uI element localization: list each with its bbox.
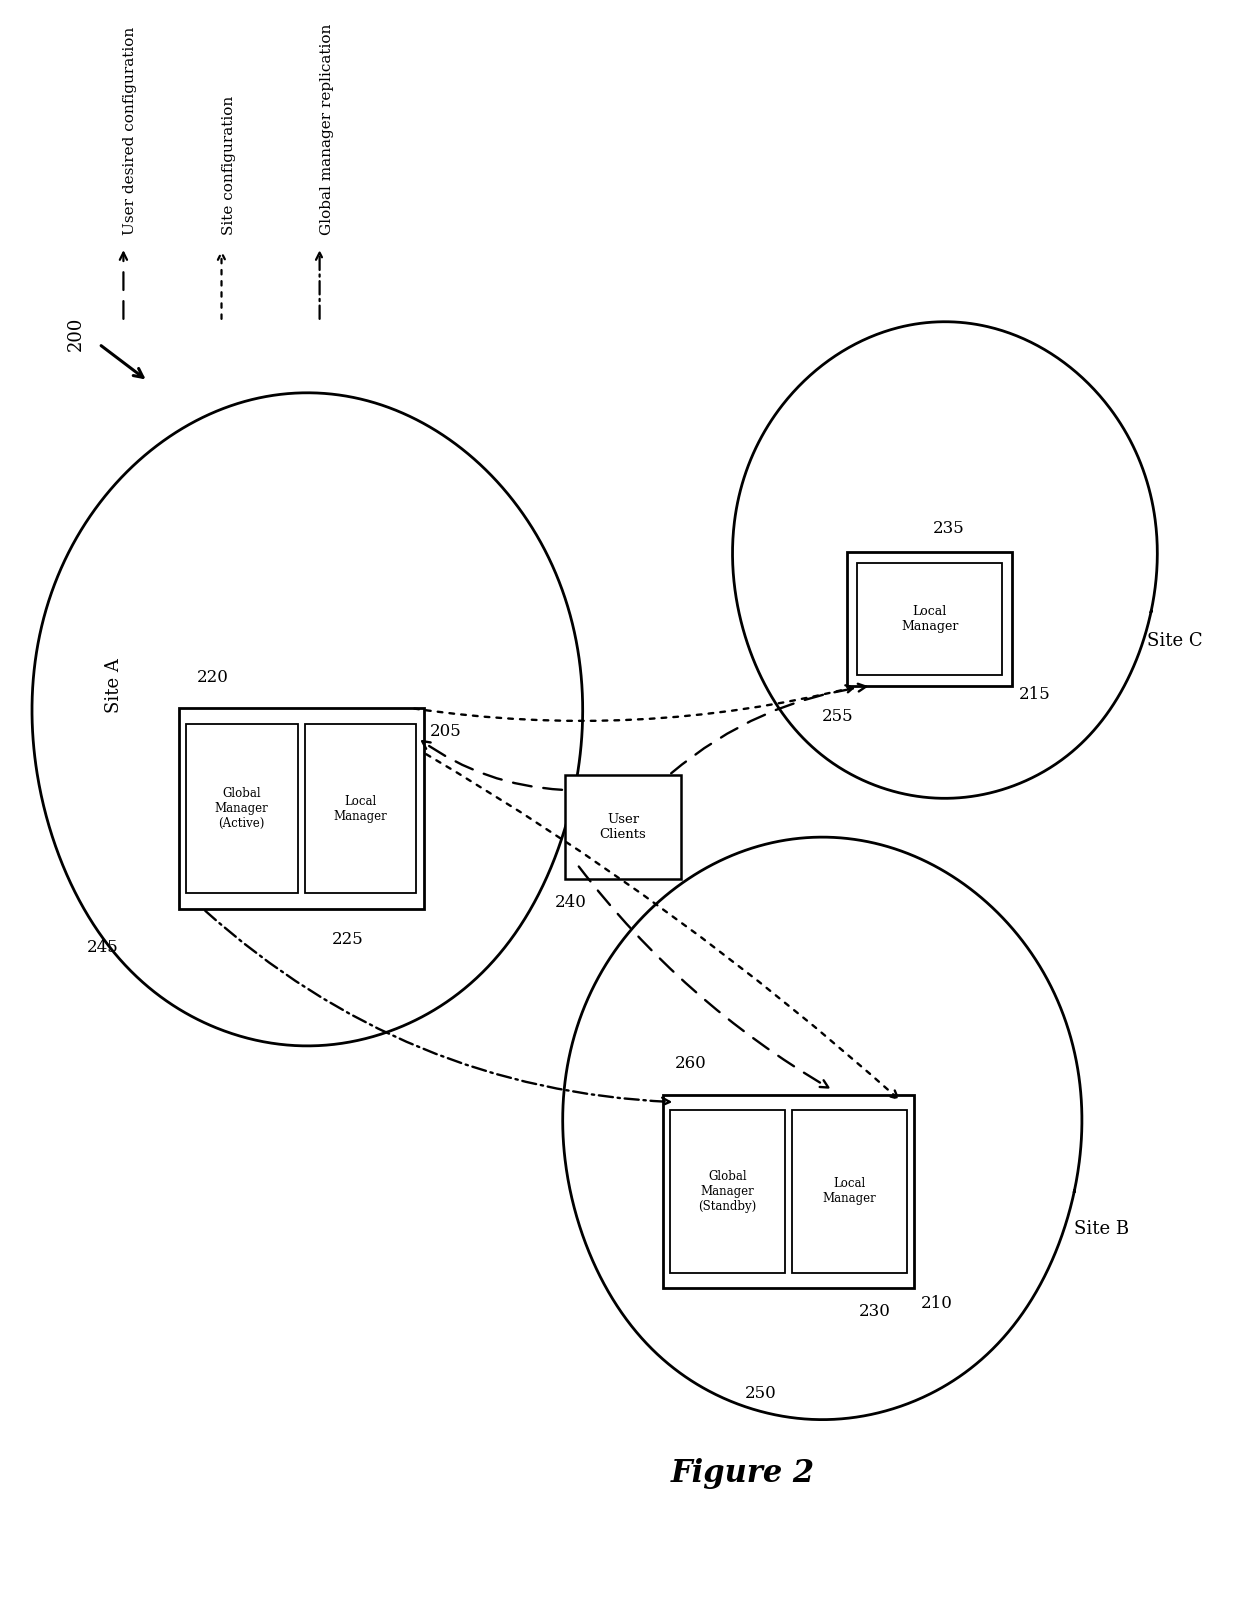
Polygon shape [563, 837, 1083, 1419]
FancyBboxPatch shape [179, 709, 424, 908]
Text: Global manager replication: Global manager replication [320, 24, 334, 235]
Text: 235: 235 [932, 521, 965, 537]
FancyBboxPatch shape [847, 551, 1012, 686]
Text: 260: 260 [675, 1056, 707, 1072]
Text: Local
Manager: Local Manager [822, 1178, 877, 1205]
Text: User
Clients: User Clients [600, 813, 646, 842]
FancyBboxPatch shape [186, 725, 298, 892]
Text: 225: 225 [332, 931, 363, 949]
FancyBboxPatch shape [305, 725, 417, 892]
Text: 205: 205 [430, 723, 461, 740]
Text: Site configuration: Site configuration [222, 96, 236, 235]
Text: Local
Manager: Local Manager [334, 795, 388, 822]
Text: 255: 255 [822, 709, 854, 725]
FancyBboxPatch shape [857, 563, 1002, 675]
Text: 220: 220 [197, 668, 229, 686]
Text: 230: 230 [859, 1302, 892, 1320]
Text: 245: 245 [87, 939, 118, 955]
Text: Site B: Site B [1074, 1220, 1128, 1238]
Text: Site A: Site A [105, 659, 123, 714]
Text: 250: 250 [745, 1385, 777, 1401]
Text: 215: 215 [1018, 686, 1050, 702]
Text: Site C: Site C [1147, 633, 1203, 650]
Text: Local
Manager: Local Manager [901, 605, 959, 633]
Text: 240: 240 [556, 894, 587, 912]
Text: Figure 2: Figure 2 [671, 1458, 815, 1489]
Polygon shape [733, 321, 1157, 798]
Text: User desired configuration: User desired configuration [124, 28, 138, 235]
Text: 210: 210 [920, 1296, 952, 1312]
FancyBboxPatch shape [565, 775, 681, 879]
Polygon shape [32, 393, 583, 1046]
FancyBboxPatch shape [792, 1109, 906, 1273]
FancyBboxPatch shape [663, 1095, 914, 1288]
FancyBboxPatch shape [671, 1109, 785, 1273]
Text: Global
Manager
(Standby): Global Manager (Standby) [698, 1169, 756, 1213]
Text: Global
Manager
(Active): Global Manager (Active) [215, 787, 269, 830]
Text: 200: 200 [67, 316, 84, 350]
